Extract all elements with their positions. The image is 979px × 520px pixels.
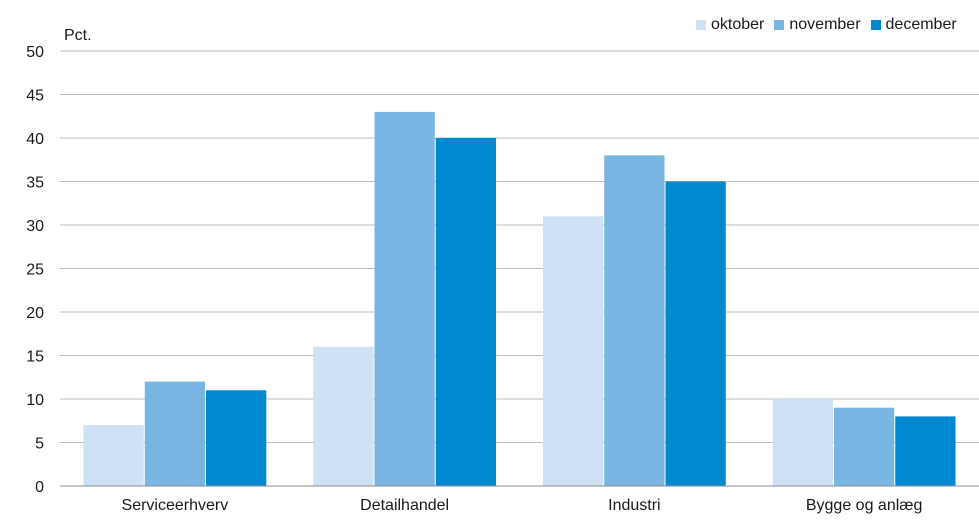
category-label: Industri [608,497,660,514]
category-label: Serviceerhverv [122,497,229,514]
bar-november-industri [604,155,665,486]
y-tick-label: 0 [35,479,44,496]
bar-oktober-industri [542,216,604,487]
category-label: Bygge og anlæg [806,497,923,514]
legend-swatch [870,20,881,30]
legend-label: oktober [711,16,765,33]
legend-item-december: december [870,16,957,34]
y-tick-label: 50 [26,44,44,61]
y-tick-label: 10 [26,392,44,409]
bar-december-detailhandel [435,138,497,486]
bar-oktober-detailhandel [313,346,374,486]
bar-oktober-serviceerhverv [83,425,144,486]
y-tick-label: 25 [26,262,44,279]
y-tick-label: 15 [26,349,44,366]
bar-november-detailhandel [374,111,435,487]
legend-swatch [696,20,706,30]
legend-item-oktober: oktober [696,16,764,34]
bar-december-bygge-og-anl-g [895,416,956,486]
legend-item-november: november [774,16,861,34]
legend: oktober november december [696,16,957,34]
legend-label: november [789,16,861,33]
y-tick-label: 30 [26,218,44,235]
bar-december-serviceerhverv [206,390,267,486]
category-label: Detailhandel [360,497,449,514]
bar-november-bygge-og-anl-g [833,407,895,486]
legend-swatch [774,20,785,30]
category-labels: Serviceerhverv Detailhandel Industri Bygge … [122,497,923,514]
bar-november-serviceerhverv [144,381,206,486]
y-tick-label: 5 [35,436,44,453]
y-tick-label: 40 [26,131,44,148]
y-tick-label: 20 [26,305,44,322]
y-axis-unit-label: Pct. [64,27,92,44]
bar-december-industri [665,181,726,486]
bars [83,111,956,487]
y-tick-label: 45 [26,88,44,105]
legend-label: december [885,16,957,33]
y-axis-ticks: 0 5 10 15 20 25 30 35 40 45 50 [26,44,44,496]
y-tick-label: 35 [26,175,44,192]
bar-oktober-bygge-og-anl-g [772,399,833,486]
